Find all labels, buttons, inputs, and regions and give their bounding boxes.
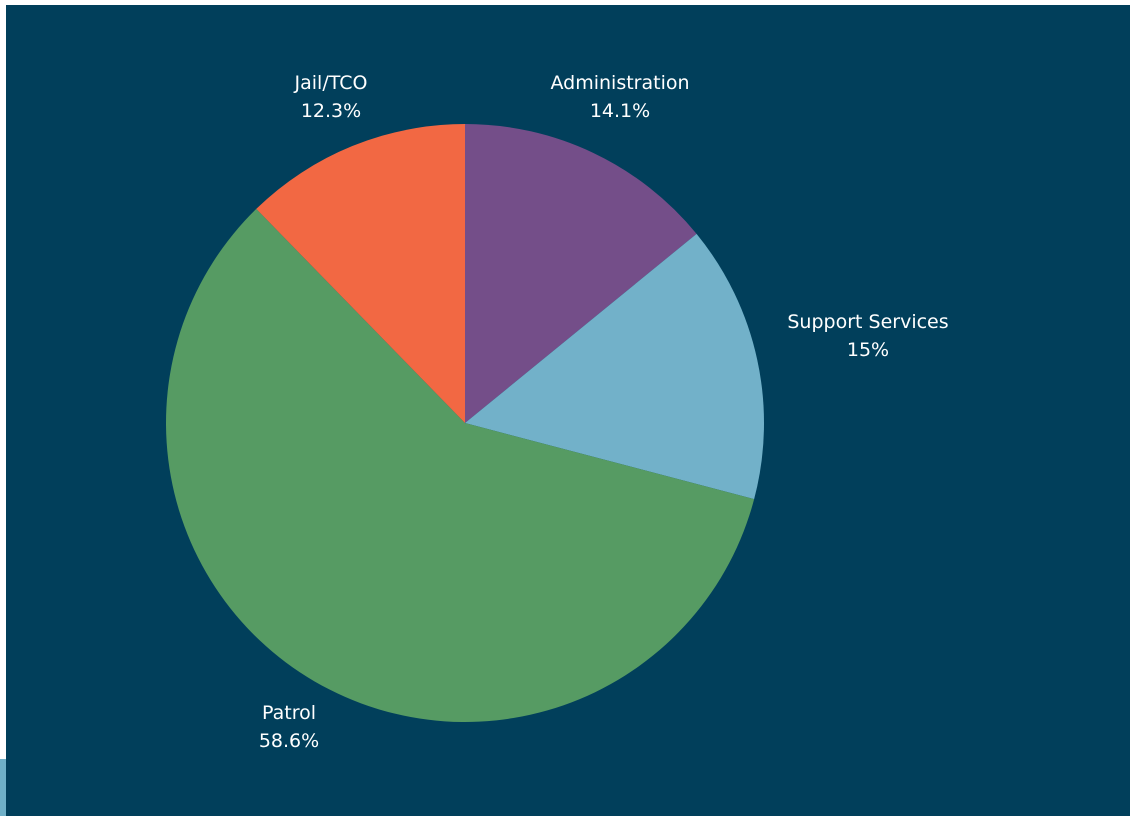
- slice-value-administration: 14.1%: [590, 100, 650, 122]
- pie-slices: [165, 124, 764, 723]
- slice-label-patrol: Patrol: [262, 702, 316, 724]
- pie-slice-administration: [465, 124, 697, 423]
- pie-labels: Administration 14.1% Support Services 15…: [259, 72, 949, 752]
- pie-slice-jail-tco: [256, 124, 465, 423]
- pie-slice-patrol: [165, 208, 755, 723]
- pie-slice-support-services: [465, 233, 764, 500]
- slice-label-support-services: Support Services: [787, 311, 948, 333]
- slice-label-jail-tco: Jail/TCO: [294, 72, 368, 94]
- slice-value-jail-tco: 12.3%: [301, 100, 361, 122]
- edge-accent-bar: [0, 759, 6, 816]
- slice-value-patrol: 58.6%: [259, 730, 319, 752]
- slice-value-support-services: 15%: [847, 339, 889, 361]
- slice-label-administration: Administration: [550, 72, 689, 94]
